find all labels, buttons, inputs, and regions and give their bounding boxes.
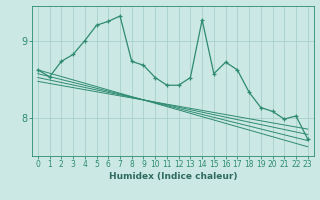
X-axis label: Humidex (Indice chaleur): Humidex (Indice chaleur) <box>108 172 237 181</box>
